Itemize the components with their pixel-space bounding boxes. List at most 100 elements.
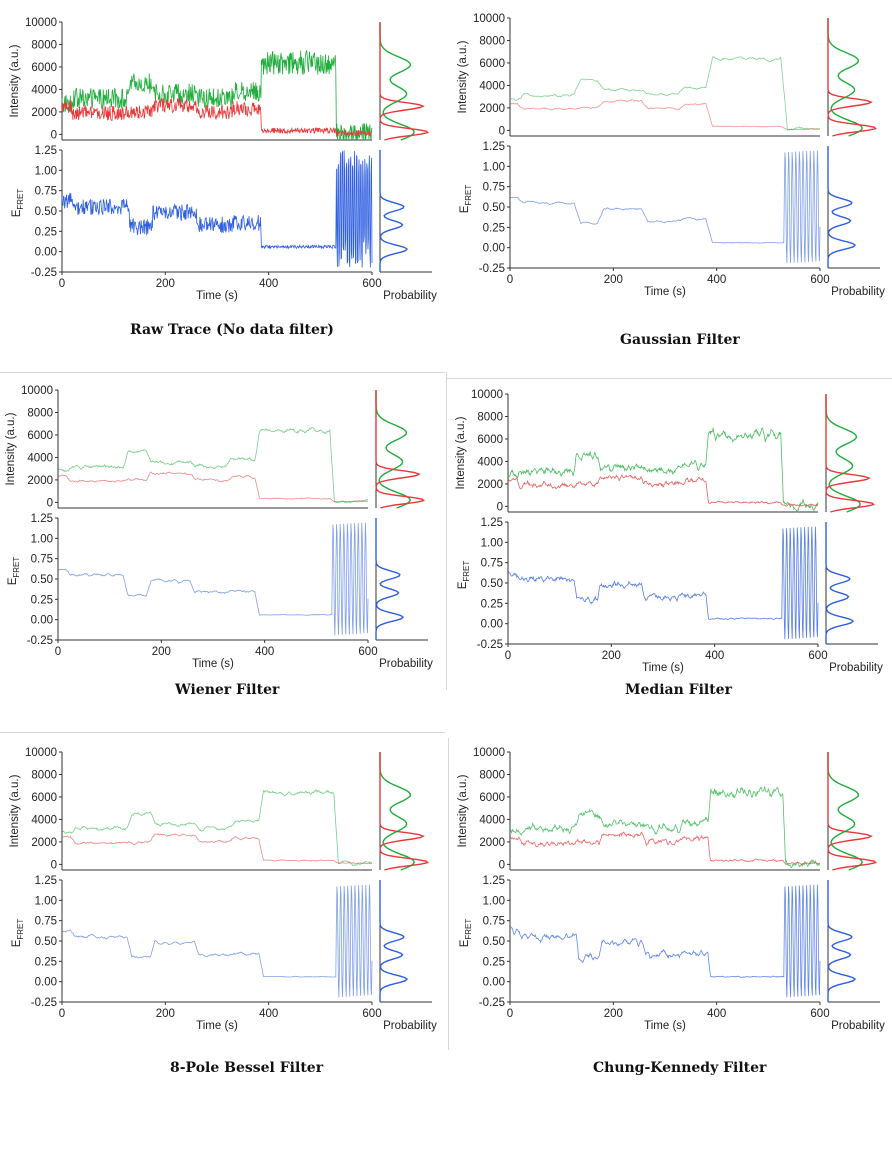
efret-tick-label: 0.50	[483, 202, 505, 214]
efret-tick-label: 1.25	[31, 513, 53, 525]
time-axis-label: Time (s)	[644, 286, 686, 298]
efret-tick-label: 0.00	[31, 615, 53, 627]
donor-histogram	[825, 394, 875, 513]
panel-caption: Wiener Filter	[175, 682, 280, 698]
efret-tick-label: 1.00	[483, 161, 505, 173]
efret-tick-label: 0.00	[483, 243, 505, 255]
donor-intensity-line	[61, 833, 373, 865]
trace-panel-3: 0 2000 4000 6000 8000 10000 -0.25 0.00 0.25 0.50 0…	[5, 385, 436, 676]
intensity-tick-label: 2000	[477, 479, 503, 491]
efret-histogram	[827, 880, 857, 1002]
panel-caption: Median Filter	[625, 682, 732, 698]
time-tick-label: 600	[362, 278, 381, 290]
acceptor-intensity-line	[507, 427, 819, 513]
intensity-tick-label: 10000	[471, 389, 503, 401]
efret-tick-label: 0.50	[35, 936, 57, 948]
efret-line	[61, 150, 373, 268]
intensity-axis-label: Intensity (a.u.)	[455, 416, 467, 489]
intensity-tick-label: 4000	[477, 456, 503, 468]
acceptor-intensity-line	[57, 426, 369, 504]
time-axis-label: Time (s)	[642, 662, 684, 674]
panel-divider	[448, 738, 449, 1050]
intensity-tick-label: 6000	[479, 792, 505, 804]
intensity-tick-label: 4000	[31, 84, 57, 96]
trace-panel-2: 0 2000 4000 6000 8000 10000 -0.25 0.00 0.25 0.50 0…	[457, 13, 888, 304]
intensity-axis-label: Intensity (a.u.)	[457, 774, 469, 847]
efret-tick-label: 0.00	[481, 619, 503, 631]
intensity-tick-label: 10000	[25, 17, 57, 29]
efret-tick-label: 1.00	[35, 895, 57, 907]
intensity-tick-label: 6000	[27, 430, 53, 442]
efret-tick-label: 0.25	[483, 222, 505, 234]
time-tick-label: 400	[259, 1008, 278, 1020]
efret-tick-label: 0.50	[483, 936, 505, 948]
donor-histogram	[827, 18, 877, 137]
intensity-tick-label: 6000	[31, 792, 57, 804]
time-tick-label: 200	[156, 278, 175, 290]
efret-line	[509, 150, 821, 264]
intensity-tick-label: 0	[497, 501, 503, 513]
efret-histogram	[375, 518, 405, 640]
efret-tick-label: 1.00	[35, 165, 57, 177]
intensity-tick-label: 8000	[31, 769, 57, 781]
efret-histogram	[379, 150, 409, 272]
intensity-tick-label: 8000	[27, 407, 53, 419]
intensity-tick-label: 0	[51, 859, 57, 871]
efret-axis-label: EFRET	[459, 185, 473, 214]
time-tick-label: 200	[602, 650, 621, 662]
efret-tick-label: 1.25	[35, 145, 57, 157]
efret-tick-label: -0.25	[479, 263, 505, 275]
intensity-tick-label: 10000	[473, 747, 505, 759]
intensity-tick-label: 2000	[31, 107, 57, 119]
trace-chart: 0200040006000800010000-0.250.000.250.500…	[5, 385, 433, 670]
panel-divider	[0, 372, 445, 373]
time-tick-label: 600	[810, 274, 829, 286]
intensity-tick-label: 8000	[477, 411, 503, 423]
trace-chart: 0200040006000800010000-0.250.000.250.500…	[9, 17, 437, 302]
time-tick-label: 600	[808, 650, 827, 662]
efret-tick-label: -0.25	[479, 997, 505, 1009]
trace-chart: 0200040006000800010000-0.250.000.250.500…	[457, 747, 885, 1032]
efret-tick-label: 0.00	[483, 977, 505, 989]
probability-axis-label: Probability	[829, 662, 883, 674]
efret-tick-label: 1.25	[483, 141, 505, 153]
intensity-tick-label: 10000	[21, 385, 53, 397]
intensity-tick-label: 2000	[479, 837, 505, 849]
donor-intensity-line	[509, 831, 821, 866]
intensity-axis-label: Intensity (a.u.)	[457, 40, 469, 113]
efret-tick-label: 0.25	[35, 226, 57, 238]
intensity-tick-label: 0	[51, 129, 57, 141]
efret-tick-label: 1.25	[483, 875, 505, 887]
time-tick-label: 600	[362, 1008, 381, 1020]
time-tick-label: 200	[604, 1008, 623, 1020]
acceptor-histogram	[375, 390, 411, 509]
trace-chart: 0200040006000800010000-0.250.000.250.500…	[455, 389, 883, 674]
time-tick-label: 0	[505, 650, 511, 662]
trace-panel-1: 0 2000 4000 6000 8000 10000 -0.25 0.00 0.25 0.50 0…	[9, 17, 440, 308]
efret-tick-label: 0.25	[35, 956, 57, 968]
panel-divider	[0, 732, 445, 733]
efret-tick-label: 0.75	[483, 916, 505, 928]
intensity-tick-label: 10000	[25, 747, 57, 759]
time-tick-label: 0	[507, 1008, 513, 1020]
efret-line	[57, 522, 369, 636]
efret-axis-label: EFRET	[11, 919, 25, 948]
efret-tick-label: -0.25	[27, 635, 53, 647]
intensity-tick-label: 8000	[31, 39, 57, 51]
trace-panel-4: 0 2000 4000 6000 8000 10000 -0.25 0.00 0.25 0.50 0…	[455, 389, 886, 680]
intensity-tick-label: 2000	[479, 103, 505, 115]
efret-axis-label: EFRET	[457, 561, 471, 590]
intensity-tick-label: 2000	[31, 837, 57, 849]
time-tick-label: 400	[707, 1008, 726, 1020]
acceptor-intensity-line	[61, 789, 373, 867]
donor-histogram	[827, 752, 877, 871]
time-tick-label: 0	[507, 274, 513, 286]
time-tick-label: 400	[707, 274, 726, 286]
efret-axis-label: EFRET	[7, 557, 21, 586]
probability-axis-label: Probability	[379, 658, 433, 670]
efret-tick-label: 0.00	[35, 247, 57, 259]
efret-tick-label: 0.75	[481, 558, 503, 570]
time-tick-label: 200	[152, 646, 171, 658]
intensity-tick-label: 0	[499, 125, 505, 137]
acceptor-intensity-line	[509, 56, 821, 131]
